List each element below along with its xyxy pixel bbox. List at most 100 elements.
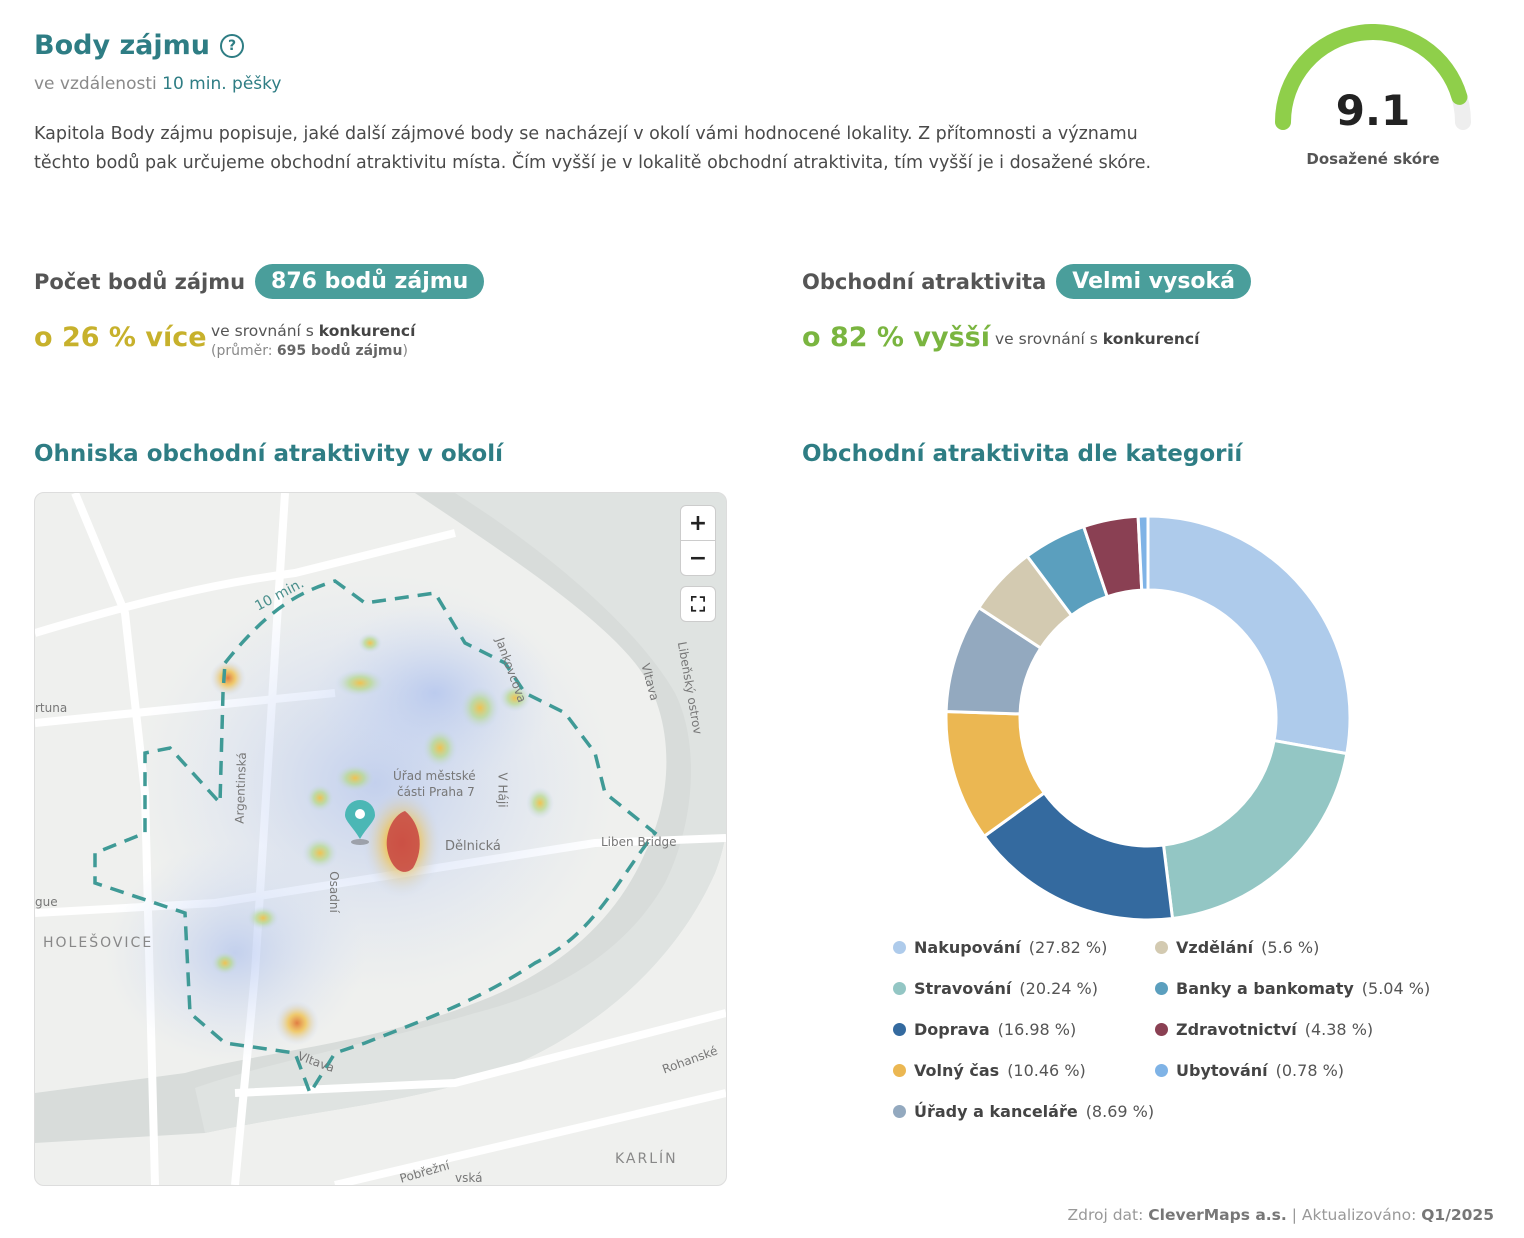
kpi-count-avg-prefix: (průměr:: [211, 343, 273, 359]
legend-value: (16.98 %): [997, 1020, 1077, 1039]
heat-spot: [211, 951, 239, 975]
legend-item[interactable]: Banky a bankomaty (5.04 %): [1155, 979, 1430, 998]
footer-sep: | Aktualizováno:: [1291, 1206, 1417, 1224]
kpi-count-pill: 876 bodů zájmu: [255, 264, 485, 299]
legend-value: (5.6 %): [1261, 938, 1320, 957]
heat-spot: [210, 660, 246, 696]
legend-item[interactable]: Ubytování (0.78 %): [1155, 1061, 1344, 1080]
chart-section-title: Obchodní atraktivita dle kategorií: [802, 441, 1243, 467]
legend-swatch: [893, 1023, 906, 1036]
legend-label: Banky a bankomaty: [1176, 979, 1354, 998]
legend-value: (5.04 %): [1361, 979, 1431, 998]
kpi-attr-header: Obchodní atraktivita Velmi vysoká: [802, 264, 1252, 299]
heat-spot: [335, 764, 375, 792]
heat-core: [386, 811, 420, 872]
district-label: KARLÍN: [615, 1151, 678, 1167]
score-label: Dosažené skóre: [1306, 150, 1440, 168]
kpi-count-avg-value: 695 bodů zájmu: [276, 343, 403, 359]
legend-swatch: [893, 941, 906, 954]
donut-slice-0[interactable]: [1146, 514, 1352, 756]
heat-spot: [247, 906, 279, 930]
legend-value: (8.69 %): [1085, 1102, 1155, 1121]
place-label: rtuna: [35, 701, 68, 715]
kpi-attr-comparison: ve srovnání s konkurencí: [995, 330, 1199, 348]
legend-swatch: [893, 982, 906, 995]
district-label: HOLEŠOVICE: [43, 935, 154, 951]
heat-spot: [335, 669, 385, 697]
street-label: V Háji: [495, 772, 510, 808]
kpi-count-label: Počet bodů zájmu: [34, 269, 246, 294]
subtitle-prefix: ve vzdálenosti: [34, 74, 157, 94]
legend-label: Vzdělání: [1176, 938, 1254, 957]
map-section-title: Ohniska obchodní atraktivity v okolí: [34, 441, 503, 467]
kpi-attr-label: Obchodní atraktivita: [802, 269, 1047, 294]
street-label: Osadní: [326, 871, 341, 913]
legend-label: Ubytování: [1176, 1061, 1268, 1080]
legend-item[interactable]: Vzdělání (5.6 %): [1155, 938, 1319, 957]
street-label: Dělnická: [445, 839, 501, 854]
kpi-count-cmp-bold: konkurencí: [318, 322, 416, 340]
legend-swatch: [893, 1105, 906, 1118]
legend-swatch: [1155, 982, 1168, 995]
footer-source: CleverMaps a.s.: [1148, 1206, 1287, 1224]
legend-label: Nakupování: [914, 938, 1021, 957]
legend-swatch: [1155, 941, 1168, 954]
score-value: 9.1: [1335, 86, 1411, 135]
zoom-in-button[interactable]: +: [680, 505, 716, 541]
help-icon[interactable]: ?: [220, 33, 245, 58]
heatmap-map[interactable]: 10 min. Jankovcova Vltava Libeňský ostro…: [34, 492, 727, 1186]
heat-spot: [460, 686, 500, 730]
poi-label: části Praha 7: [397, 785, 475, 799]
legend-label: Úřady a kanceláře: [914, 1102, 1078, 1121]
heat-spot: [526, 787, 554, 819]
heat-spot: [306, 784, 334, 812]
kpi-count-header: Počet bodů zájmu 876 bodů zájmu: [34, 264, 485, 299]
donut-slice-8[interactable]: [1136, 514, 1150, 592]
legend-item[interactable]: Volný čas (10.46 %): [893, 1061, 1086, 1080]
legend-item[interactable]: Doprava (16.98 %): [893, 1020, 1076, 1039]
legend-value: (10.46 %): [1007, 1061, 1086, 1080]
fullscreen-icon[interactable]: ⛶: [680, 586, 716, 622]
legend-swatch: [1155, 1064, 1168, 1077]
kpi-attr-cmp-bold: konkurencí: [1102, 330, 1200, 348]
place-label: gue: [35, 895, 58, 909]
legend-label: Zdravotnictví: [1176, 1020, 1297, 1039]
page-title: Body zájmu ?: [34, 30, 245, 61]
heat-spot: [358, 633, 382, 653]
legend-swatch: [1155, 1023, 1168, 1036]
kpi-attr-cmp-text: ve srovnání s: [995, 330, 1098, 348]
heat-spot: [422, 728, 458, 768]
street-label: vská: [455, 1171, 483, 1185]
legend-label: Doprava: [914, 1020, 990, 1039]
legend-value: (20.24 %): [1019, 979, 1098, 998]
gauge-fill: [1275, 24, 1468, 130]
kpi-count-avg-suffix: ): [402, 343, 408, 359]
legend-value: (27.82 %): [1028, 938, 1108, 957]
isochrone-boundary: [93, 579, 658, 1097]
donut-slice-1[interactable]: [1161, 738, 1349, 921]
legend-value: (0.78 %): [1275, 1061, 1345, 1080]
legend-label: Stravování: [914, 979, 1012, 998]
subtitle-value: 10 min. pěšky: [162, 74, 282, 94]
heat-spot: [499, 684, 531, 712]
river-vltava: [35, 493, 726, 1143]
street-label: Argentinská: [232, 752, 250, 824]
kpi-count-comparison: ve srovnání s konkurencí: [211, 322, 415, 340]
legend-label: Volný čas: [914, 1061, 1000, 1080]
map-canvas[interactable]: [35, 493, 726, 1185]
kpi-count-average: (průměr: 695 bodů zájmu): [211, 343, 408, 359]
legend-item[interactable]: Stravování (20.24 %): [893, 979, 1098, 998]
bridge-label: Liben Bridge: [601, 835, 677, 849]
footer-updated: Q1/2025: [1421, 1206, 1494, 1224]
kpi-attr-delta: o 82 % vyšší: [802, 322, 990, 353]
kpi-count-cmp-text: ve srovnání s: [211, 322, 314, 340]
subtitle: ve vzdálenosti 10 min. pěšky: [34, 74, 281, 94]
zoom-out-button[interactable]: −: [680, 540, 716, 576]
chapter-description: Kapitola Body zájmu popisuje, jaké další…: [34, 124, 1152, 173]
kpi-attr-pill: Velmi vysoká: [1056, 264, 1252, 299]
legend-item[interactable]: Zdravotnictví (4.38 %): [1155, 1020, 1373, 1039]
footer-source-prefix: Zdroj dat:: [1067, 1206, 1144, 1224]
legend-item[interactable]: Úřady a kanceláře (8.69 %): [893, 1102, 1154, 1121]
category-donut-chart: [944, 514, 1352, 922]
legend-item[interactable]: Nakupování (27.82 %): [893, 938, 1107, 957]
